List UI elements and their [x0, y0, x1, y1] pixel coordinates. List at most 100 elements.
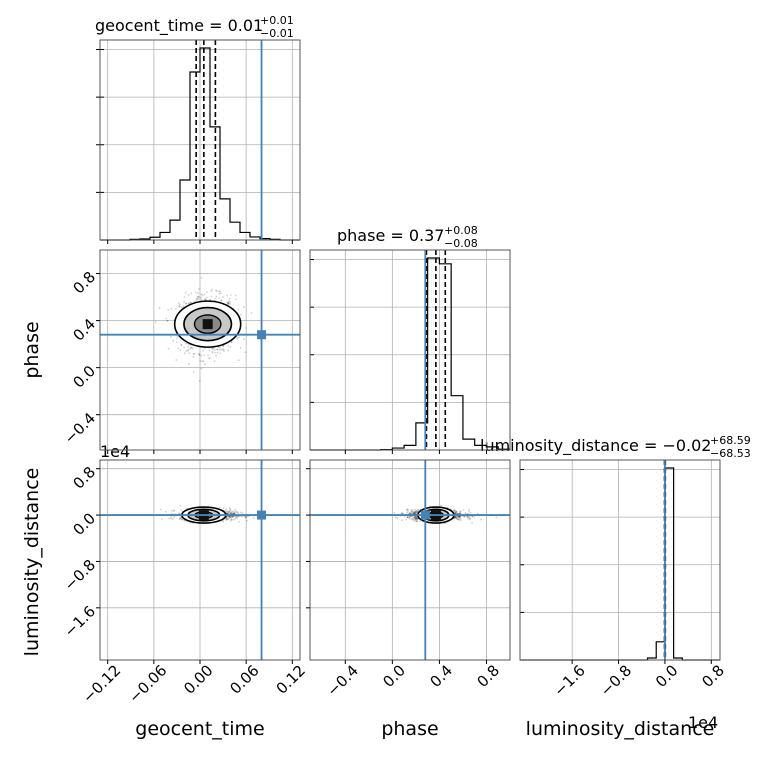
sample-point	[459, 515, 461, 518]
sample-point	[458, 517, 461, 520]
sample-point	[190, 346, 193, 349]
scatter-panel-luminosity-distance-vs-phase	[310, 460, 510, 660]
sample-point	[459, 517, 462, 520]
sample-point	[215, 295, 218, 298]
hist-panel-luminosity-distance	[520, 460, 720, 661]
sample-point	[245, 519, 248, 522]
x-axis-label-geocent-time: geocent_time	[135, 718, 264, 740]
sample-point	[419, 520, 421, 523]
sample-point	[213, 360, 216, 362]
sample-point	[415, 518, 417, 521]
sample-point	[405, 508, 408, 511]
sample-point	[183, 300, 185, 303]
sample-point	[227, 302, 229, 305]
sample-point	[198, 287, 200, 290]
sample-point	[226, 294, 229, 297]
sample-point	[458, 515, 461, 518]
sample-point	[210, 295, 213, 298]
sample-point	[463, 515, 466, 518]
sample-point	[166, 319, 169, 322]
sample-point	[219, 292, 222, 295]
sample-point	[415, 510, 418, 513]
sample-point	[222, 345, 225, 347]
sample-point	[198, 379, 201, 382]
sample-point	[457, 516, 459, 519]
sample-point	[457, 512, 459, 515]
sample-point	[409, 517, 412, 520]
sample-point	[216, 351, 219, 354]
sample-point	[158, 306, 161, 309]
sample-point	[196, 295, 199, 298]
hist-panel-phase	[310, 250, 511, 451]
sample-point	[207, 357, 210, 360]
sample-point	[232, 510, 235, 513]
sample-point	[413, 512, 415, 515]
offset-label-y: 1e4	[100, 442, 130, 461]
sample-point	[413, 511, 416, 514]
sample-point	[169, 517, 172, 520]
sample-point	[414, 510, 417, 513]
sample-point	[227, 511, 230, 514]
sample-point	[220, 299, 223, 302]
sample-point	[226, 301, 229, 304]
sample-point	[167, 308, 170, 311]
sample-point	[171, 518, 174, 520]
sample-point	[229, 512, 232, 515]
sample-point	[471, 515, 474, 518]
sample-point	[229, 516, 232, 519]
sample-point	[480, 518, 482, 521]
sample-point	[200, 293, 203, 296]
sample-point	[406, 508, 409, 511]
sample-point	[408, 512, 411, 515]
sample-point	[192, 353, 195, 355]
truth-marker	[257, 510, 267, 520]
title-luminosity-distance: luminosity_distance = −0.02	[480, 436, 711, 456]
sample-point	[198, 352, 200, 355]
sample-point	[415, 520, 418, 523]
sample-point	[230, 518, 233, 521]
sample-point	[239, 511, 242, 514]
x-tick-label-geocent_time-2: 0.00	[180, 661, 216, 697]
sample-point	[203, 298, 206, 301]
x-tick-label-phase-2: 0.4	[426, 661, 456, 691]
sample-point	[203, 354, 206, 356]
sample-point	[415, 517, 418, 519]
sample-point	[252, 516, 255, 519]
sample-point	[183, 296, 186, 298]
sample-point	[166, 319, 169, 322]
sample-point	[170, 335, 172, 338]
sample-point	[413, 511, 416, 514]
sample-point	[458, 515, 461, 518]
sample-point	[193, 353, 196, 355]
sample-point	[411, 517, 413, 520]
scatter-panel-luminosity-distance-vs-geocent-time	[100, 460, 300, 660]
sample-point	[414, 517, 417, 520]
sample-point	[401, 512, 404, 515]
y-tick-label-luminosity_distance-2: 0.0	[69, 509, 99, 539]
sample-point	[187, 348, 190, 351]
sample-point	[233, 512, 236, 514]
sample-point	[240, 313, 242, 316]
hist-step-geocent_time	[100, 47, 300, 241]
x-tick-label-geocent_time-3: 0.06	[226, 661, 262, 697]
sample-point	[216, 348, 219, 351]
sample-point	[394, 516, 397, 519]
sample-point	[220, 299, 223, 302]
sample-point	[178, 517, 181, 520]
sample-point	[225, 518, 228, 521]
sample-point	[170, 515, 173, 518]
sample-point	[230, 511, 232, 514]
sample-point	[459, 512, 462, 514]
sample-point	[216, 348, 219, 351]
sample-point	[234, 517, 237, 520]
sample-point	[459, 512, 462, 515]
sample-point	[187, 345, 190, 348]
sample-point	[231, 515, 234, 518]
sample-point	[244, 516, 247, 518]
sample-point	[204, 298, 207, 301]
sample-point	[197, 297, 200, 300]
y-axis-label-phase: phase	[21, 321, 43, 378]
sample-point	[415, 510, 418, 512]
sample-point	[415, 516, 418, 519]
sample-point	[236, 337, 239, 340]
